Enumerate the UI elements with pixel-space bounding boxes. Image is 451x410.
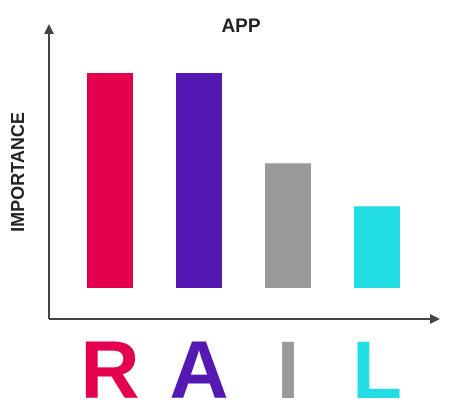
category-label-a: A bbox=[169, 325, 228, 410]
category-label-l: L bbox=[352, 325, 402, 410]
y-axis-arrow-icon bbox=[44, 24, 54, 34]
bars bbox=[87, 73, 400, 288]
category-label-r: R bbox=[80, 325, 139, 410]
bar-a bbox=[176, 73, 222, 288]
chart-title: APP bbox=[221, 16, 260, 37]
bar-l bbox=[354, 206, 400, 288]
bar-i bbox=[265, 163, 311, 288]
y-axis-label: IMPORTANCE bbox=[8, 112, 28, 232]
category-label-i: I bbox=[277, 325, 300, 410]
x-axis-arrow-icon bbox=[430, 314, 440, 324]
axes bbox=[44, 24, 440, 324]
bar-r bbox=[87, 73, 133, 288]
